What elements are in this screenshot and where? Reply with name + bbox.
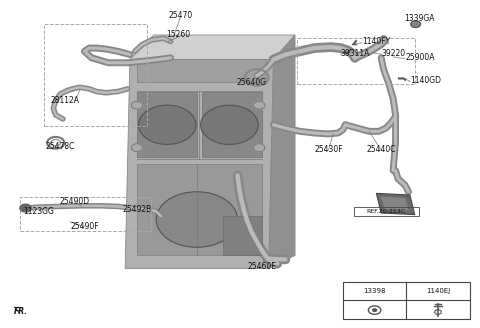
- Text: 1140EJ: 1140EJ: [426, 288, 450, 294]
- Text: 25492B: 25492B: [122, 205, 152, 214]
- Text: 25490D: 25490D: [60, 197, 90, 206]
- Polygon shape: [137, 92, 197, 157]
- Text: 1140FY: 1140FY: [362, 37, 390, 46]
- Text: 39220: 39220: [381, 49, 405, 58]
- Text: 25900A: 25900A: [405, 53, 434, 62]
- Text: REF.20-213C: REF.20-213C: [366, 209, 406, 214]
- Polygon shape: [376, 194, 415, 215]
- Polygon shape: [381, 197, 408, 210]
- Text: 25640G: 25640G: [237, 78, 267, 87]
- Polygon shape: [269, 35, 295, 269]
- FancyBboxPatch shape: [343, 281, 470, 319]
- Circle shape: [372, 309, 376, 311]
- Text: 25490F: 25490F: [70, 221, 99, 231]
- Text: 13398: 13398: [363, 288, 386, 294]
- Text: 25470: 25470: [168, 11, 192, 20]
- Circle shape: [139, 105, 196, 144]
- Circle shape: [132, 101, 143, 109]
- Circle shape: [201, 105, 258, 144]
- Circle shape: [253, 144, 265, 152]
- Polygon shape: [137, 59, 266, 82]
- Circle shape: [20, 204, 31, 212]
- Text: 1339GA: 1339GA: [404, 14, 435, 23]
- Circle shape: [156, 192, 238, 247]
- Text: 1140GD: 1140GD: [410, 76, 441, 85]
- Polygon shape: [223, 216, 262, 256]
- Text: 1123GG: 1123GG: [24, 207, 55, 216]
- Text: 39311A: 39311A: [340, 49, 370, 58]
- Text: 25478C: 25478C: [46, 142, 75, 151]
- Text: 28112A: 28112A: [51, 96, 80, 105]
- Polygon shape: [202, 92, 262, 157]
- Polygon shape: [130, 35, 295, 59]
- Text: 25430F: 25430F: [314, 145, 343, 154]
- Text: 25440C: 25440C: [366, 145, 396, 154]
- Text: 15260: 15260: [166, 31, 190, 39]
- Circle shape: [411, 21, 420, 28]
- Text: 25460E: 25460E: [247, 262, 276, 271]
- Circle shape: [132, 144, 143, 152]
- Polygon shape: [125, 59, 274, 269]
- Circle shape: [253, 101, 265, 109]
- Polygon shape: [137, 164, 262, 256]
- Text: FR.: FR.: [14, 307, 28, 316]
